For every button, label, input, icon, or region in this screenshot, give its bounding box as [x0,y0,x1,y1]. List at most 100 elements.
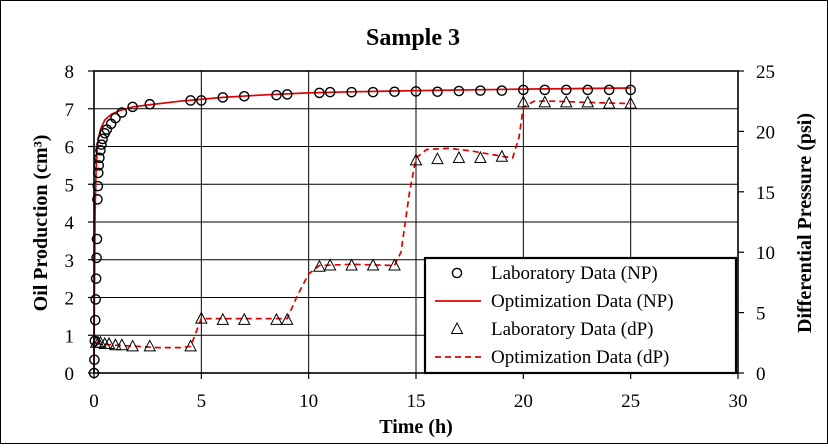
dp-data-point [474,150,487,163]
optimization-dp-line [94,100,631,349]
np-data-point [625,84,636,96]
dp-data-point [216,312,230,325]
x-axis-title: Time (h) [379,416,453,438]
dp-data-point [126,339,139,352]
dp-data-point [517,95,530,108]
left-y-tick-label: 1 [65,326,75,347]
laboratory-dp-points [89,95,637,352]
x-tick-label: 5 [197,391,207,412]
x-tick-label: 20 [514,391,533,412]
chart-title: Sample 3 [366,25,460,51]
np-data-point [314,87,325,99]
dp-data-point [313,259,326,272]
np-data-point [89,335,101,347]
np-data-point [196,95,207,106]
right-y-axis-title: Differential Pressure (psi) [794,113,816,333]
np-data-point [96,139,107,150]
np-data-point [90,273,102,284]
np-data-point [539,84,551,96]
right-y-tick-label: 0 [756,364,766,385]
left-y-tick-label: 0 [65,364,75,385]
dp-data-point [345,258,358,271]
dp-data-point [184,339,197,352]
np-data-point [89,314,101,326]
np-data-point [281,89,293,100]
np-data-point [95,144,106,156]
np-data-point [560,84,572,96]
dp-data-point [237,312,251,325]
legend-triangle-icon [450,321,464,334]
np-data-point [271,89,282,101]
dp-data-point [270,312,283,325]
np-data-point [389,86,400,98]
np-data-point [410,86,422,97]
left-y-axis-title: Oil Production (cm³) [30,135,52,312]
np-data-point [97,133,108,145]
np-data-point [91,233,103,245]
np-data-point [603,84,615,96]
legend-label: Optimization Data (dP) [491,347,669,368]
dp-data-point [495,149,509,162]
legend-label: Laboratory Data (dP) [491,319,654,340]
left-y-tick-label: 7 [65,100,75,121]
x-tick-label: 0 [89,391,99,412]
np-data-point [324,86,336,98]
left-y-tick-label: 8 [65,62,75,83]
dp-data-point [143,339,157,352]
dp-data-point [409,153,423,166]
np-data-point [92,194,103,205]
laboratory-np-points [88,84,636,379]
dp-data-point [538,95,552,108]
left-y-tick-label: 3 [65,251,75,272]
right-y-tick-label: 5 [756,304,766,325]
optimization-np-line [93,87,631,374]
np-data-point [127,101,138,113]
legend-label: Optimization Data (NP) [491,291,674,312]
dp-data-point [624,96,637,109]
dp-data-point [115,338,129,351]
dp-data-point [388,258,401,271]
dp-data-point [581,95,595,108]
dp-data-point [431,152,444,165]
dp-data-point [602,96,616,109]
np-data-point [110,112,121,124]
np-data-point [217,92,229,103]
dp-data-point [559,95,573,108]
np-data-point [185,95,196,106]
axis-ticks: 0 5 10 15 20 25 30 0 1 2 3 4 5 6 7 8 0 5 10 15 20 25 [65,62,776,412]
legend-circle-icon [451,267,463,279]
left-y-tick-label: 4 [65,213,75,234]
right-y-tick-label: 10 [756,243,775,264]
np-data-point [582,84,594,96]
x-tick-label: 10 [299,391,318,412]
dp-data-point [102,336,116,350]
np-data-point [144,98,156,110]
np-data-point [91,252,102,264]
np-data-point [116,107,128,118]
x-tick-label: 25 [621,391,640,412]
np-data-point [496,85,508,96]
series-layer [88,84,637,379]
dp-data-point [94,335,107,348]
np-data-point [367,86,379,98]
dp-data-point [109,338,122,351]
dp-data-point [366,258,380,271]
left-y-tick-label: 2 [65,289,75,310]
left-y-tick-label: 5 [65,175,75,196]
dp-data-point [280,312,294,325]
np-data-point [346,86,357,98]
x-tick-label: 30 [729,391,748,412]
left-y-tick-label: 6 [65,138,75,159]
legend-label: Laboratory Data (NP) [491,263,658,284]
dp-data-point [452,150,466,163]
x-tick-label: 15 [407,391,426,412]
dp-data-point [195,311,208,324]
right-y-tick-label: 25 [756,62,775,83]
legend: Laboratory Data (NP) Optimization Data (N… [423,256,738,375]
np-data-point [238,90,250,102]
dp-data-point [323,258,337,271]
np-data-point [518,84,529,96]
np-data-point [475,85,486,96]
